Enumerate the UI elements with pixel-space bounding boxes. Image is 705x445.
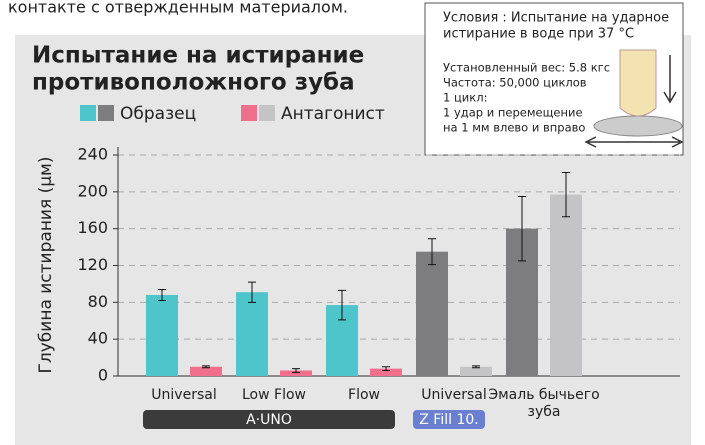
group-label: A·UNO [246,412,292,428]
arrow [663,55,677,104]
bar [280,370,312,376]
inset: Условия : Испытание на ударное истирание… [424,2,684,156]
arrow [584,136,684,148]
x-tick-label: Эмаль бычьего [488,387,599,403]
y-axis-label: Глубина истирания (μм) [36,156,56,373]
x-tick-label: Low Flow [242,387,306,403]
y-tick-label: 240 [77,145,108,164]
error-bar [472,365,480,369]
error-bar [338,289,346,321]
error-bar [202,365,210,369]
error-bar [428,238,436,266]
x-tick-label: Universal [421,387,486,403]
legend-swatch [98,105,114,121]
bar [190,366,222,376]
bar [370,368,402,376]
y-tick-label: 160 [77,218,108,237]
x-tick-label: Flow [348,387,380,403]
bar [460,366,492,376]
error-bar [292,368,300,373]
bar [236,292,268,376]
inset-line: 1 цикл: [443,91,487,105]
legend-label: Антагонист [281,104,385,124]
tooth [619,49,657,117]
group-bar [413,410,485,429]
bar [550,194,582,376]
inset-title: Условия : Испытание на ударное [443,11,669,26]
error-bar [382,366,390,371]
error-bar [158,288,166,301]
legend-swatch [259,105,275,121]
y-tick-label: 0 [98,366,108,385]
inset-line: 1 удар и перемещение [443,106,583,120]
chart-title: противоположного зуба [32,70,355,96]
legend-swatch [241,105,257,121]
inset-line: Установленный вес: 5.8 кгс [443,61,610,75]
x-tick-label: Universal [151,387,216,403]
inset-line: на 1 мм влево и вправо [443,121,585,135]
top-text: контакте с отвержденным материалом. [8,0,348,17]
inset-title: истирание в воде при 37 °C [443,27,634,42]
disc [593,115,683,137]
error-bar [562,171,570,218]
chart-title: Испытание на истирание [32,43,364,69]
y-tick-label: 120 [77,255,108,274]
inset-line: Частота: 50,000 циклов [443,76,587,90]
legend-label: Образец [120,104,196,124]
y-tick-label: 40 [88,329,108,348]
bar [146,294,178,376]
group-label: Z Fill 10. [419,412,478,428]
error-bar [518,195,526,262]
y-tick-label: 200 [77,181,108,200]
group-bar [143,410,395,429]
legend-swatch [80,105,96,121]
error-bar [248,281,256,303]
x-tick-label: зуба [528,404,561,420]
bar [416,251,448,376]
y-tick-label: 80 [88,292,108,311]
